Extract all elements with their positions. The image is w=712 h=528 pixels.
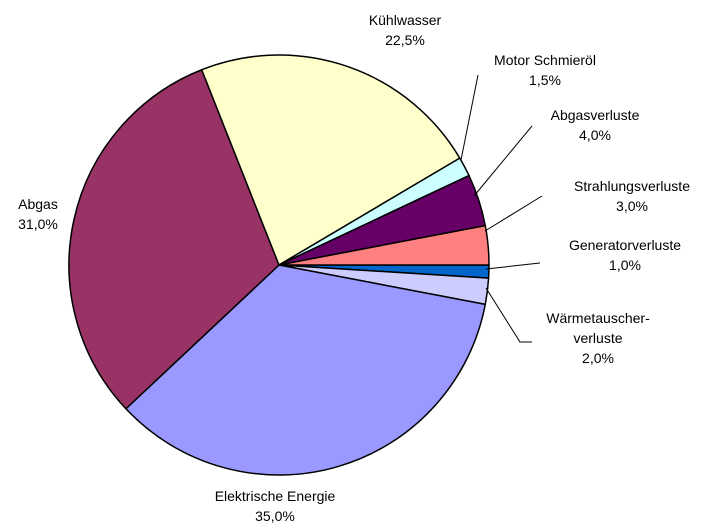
leader-line <box>485 287 532 343</box>
value-label: 1,0% <box>609 257 641 273</box>
category-label: Motor Schmieröl <box>494 52 596 68</box>
pie-slice <box>278 224 490 266</box>
slice-label: Wärmetauscher- verluste 2,0% <box>546 308 649 368</box>
pie-slice <box>125 264 487 476</box>
leader-line <box>460 74 479 161</box>
value-label: 2,0% <box>582 350 614 366</box>
category-label: Elektrische Energie <box>214 488 336 504</box>
value-label: 35,0% <box>255 508 295 524</box>
value-label: 31,0% <box>18 216 58 232</box>
category-label: Abgasverluste <box>550 107 640 123</box>
leader-line <box>484 195 543 232</box>
slice-label: Generatorverluste 1,0% <box>569 235 681 275</box>
slice-label: Motor Schmieröl 1,5% <box>494 50 596 90</box>
slice-label: Kühlwasser 22,5% <box>369 10 441 50</box>
slice-label: Elektrische Energie 35,0% <box>215 486 336 526</box>
value-label: 4,0% <box>579 127 611 143</box>
slice-label: Abgas 31,0% <box>18 194 58 234</box>
category-label: Generatorverluste <box>568 237 682 253</box>
value-label: 1,5% <box>529 72 561 88</box>
category-label: Wärmetauscher- verluste <box>546 310 650 346</box>
pie-slice <box>68 68 280 410</box>
value-label: 22,5% <box>385 32 425 48</box>
value-label: 3,0% <box>616 198 648 214</box>
category-label: Abgas <box>18 196 58 212</box>
category-label: Strahlungsverluste <box>574 178 690 194</box>
leader-line <box>473 125 533 197</box>
slice-label: Abgasverluste 4,0% <box>551 105 640 145</box>
pie-slice <box>200 54 461 266</box>
category-label: Kühlwasser <box>368 12 442 28</box>
leader-line <box>485 262 541 270</box>
slice-label: Strahlungsverluste 3,0% <box>574 176 690 216</box>
